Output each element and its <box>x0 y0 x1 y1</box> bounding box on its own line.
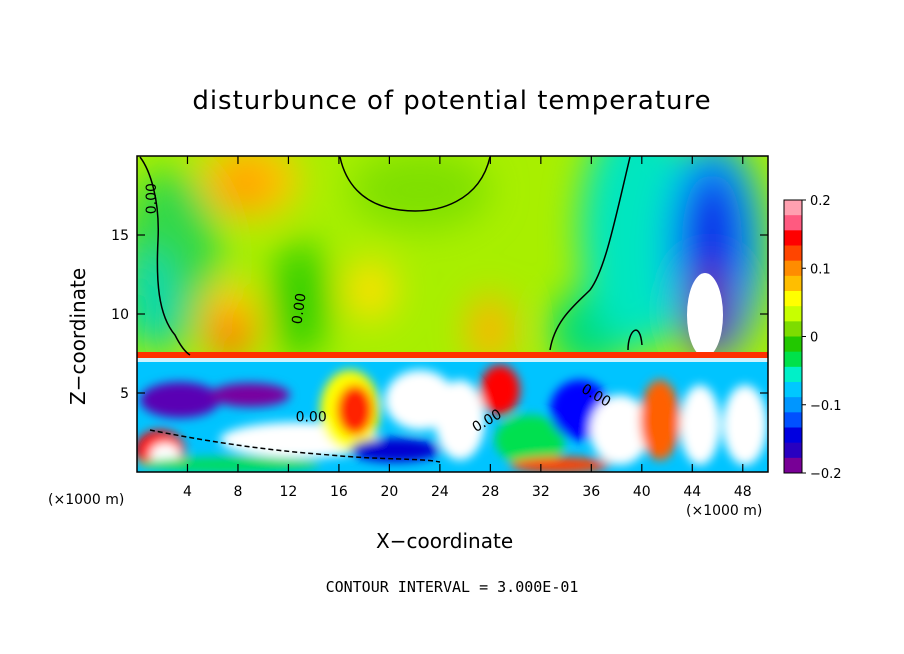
contour-line <box>149 429 441 463</box>
cold-core-white <box>687 273 723 357</box>
x-tick-label: 40 <box>633 484 651 500</box>
contour-line <box>549 156 631 351</box>
chart-title: disturbunce of potential temperature <box>192 86 712 116</box>
lower-layer-turbulence <box>137 365 767 472</box>
x-tick-label: 8 <box>233 484 242 500</box>
colorbar-swatch <box>784 230 802 246</box>
colorbar-swatch <box>784 412 802 428</box>
colorbar-swatch <box>784 260 802 277</box>
colorbar-swatch <box>784 275 802 292</box>
colorbar-tick-label: −0.1 <box>810 399 842 414</box>
x-tick-label: 48 <box>734 484 752 500</box>
x-tick-label: 44 <box>683 484 701 500</box>
contour-line <box>339 156 491 212</box>
colorbar-swatch <box>784 366 802 383</box>
x-unit-label-left: (×1000 m) <box>48 492 125 508</box>
contour-interval-note: CONTOUR INTERVAL = 3.000E-01 <box>325 578 579 596</box>
colorbar-tick-label: 0 <box>810 331 818 346</box>
x-tick-label: 36 <box>582 484 600 500</box>
y-axis-label: Z−coordinate <box>66 267 90 405</box>
y-axis: 5 10 15 <box>111 228 768 402</box>
x-tick-label: 28 <box>481 484 499 500</box>
colorbar-swatch <box>784 306 802 322</box>
y-tick-label: 15 <box>111 228 129 244</box>
colorbar-swatch <box>784 382 802 398</box>
contour-label: 0.00 <box>144 183 160 214</box>
contour-line <box>139 156 191 356</box>
contour-label: 0.00 <box>290 292 310 325</box>
contour-lines <box>139 156 643 463</box>
x-unit-label-right: (×1000 m) <box>686 503 763 519</box>
x-axis: 4 8 12 16 20 24 28 32 36 40 44 48 <box>183 156 752 500</box>
colorbar-swatch <box>784 351 802 368</box>
x-tick-label: 20 <box>380 484 398 500</box>
y-tick-label: 5 <box>120 386 129 402</box>
colorbar-swatch <box>784 291 802 307</box>
colorbar-swatch <box>784 397 802 413</box>
x-tick-label: 12 <box>280 484 298 500</box>
colorbar-swatch <box>784 442 802 459</box>
x-axis-label: X−coordinate <box>376 529 514 553</box>
colorbar-swatch <box>784 336 802 353</box>
upper-layer-anomalies <box>137 156 765 370</box>
colorbar: 0.2 0.1 0 −0.1 −0.2 <box>783 194 842 482</box>
colorbar-swatch <box>784 200 802 216</box>
colorbar-tick-label: −0.2 <box>810 467 842 482</box>
contour-line <box>627 329 643 351</box>
colorbar-tick-label: 0.1 <box>810 262 831 277</box>
x-tick-label: 16 <box>330 484 348 500</box>
colorbar-swatch <box>784 427 802 444</box>
colorbar-swatch <box>784 245 802 262</box>
contour-label: 0.00 <box>296 409 327 425</box>
x-tick-label: 32 <box>532 484 550 500</box>
colorbar-swatch <box>784 457 802 474</box>
colorbar-swatch <box>784 215 802 231</box>
colorbar-swatch <box>784 321 802 337</box>
colorbar-tick-label: 0.2 <box>810 194 831 209</box>
x-tick-label: 24 <box>431 484 449 500</box>
y-tick-label: 10 <box>111 307 129 323</box>
inversion-layer <box>137 352 768 358</box>
x-tick-label: 4 <box>183 484 192 500</box>
heatmap-field <box>137 156 768 472</box>
